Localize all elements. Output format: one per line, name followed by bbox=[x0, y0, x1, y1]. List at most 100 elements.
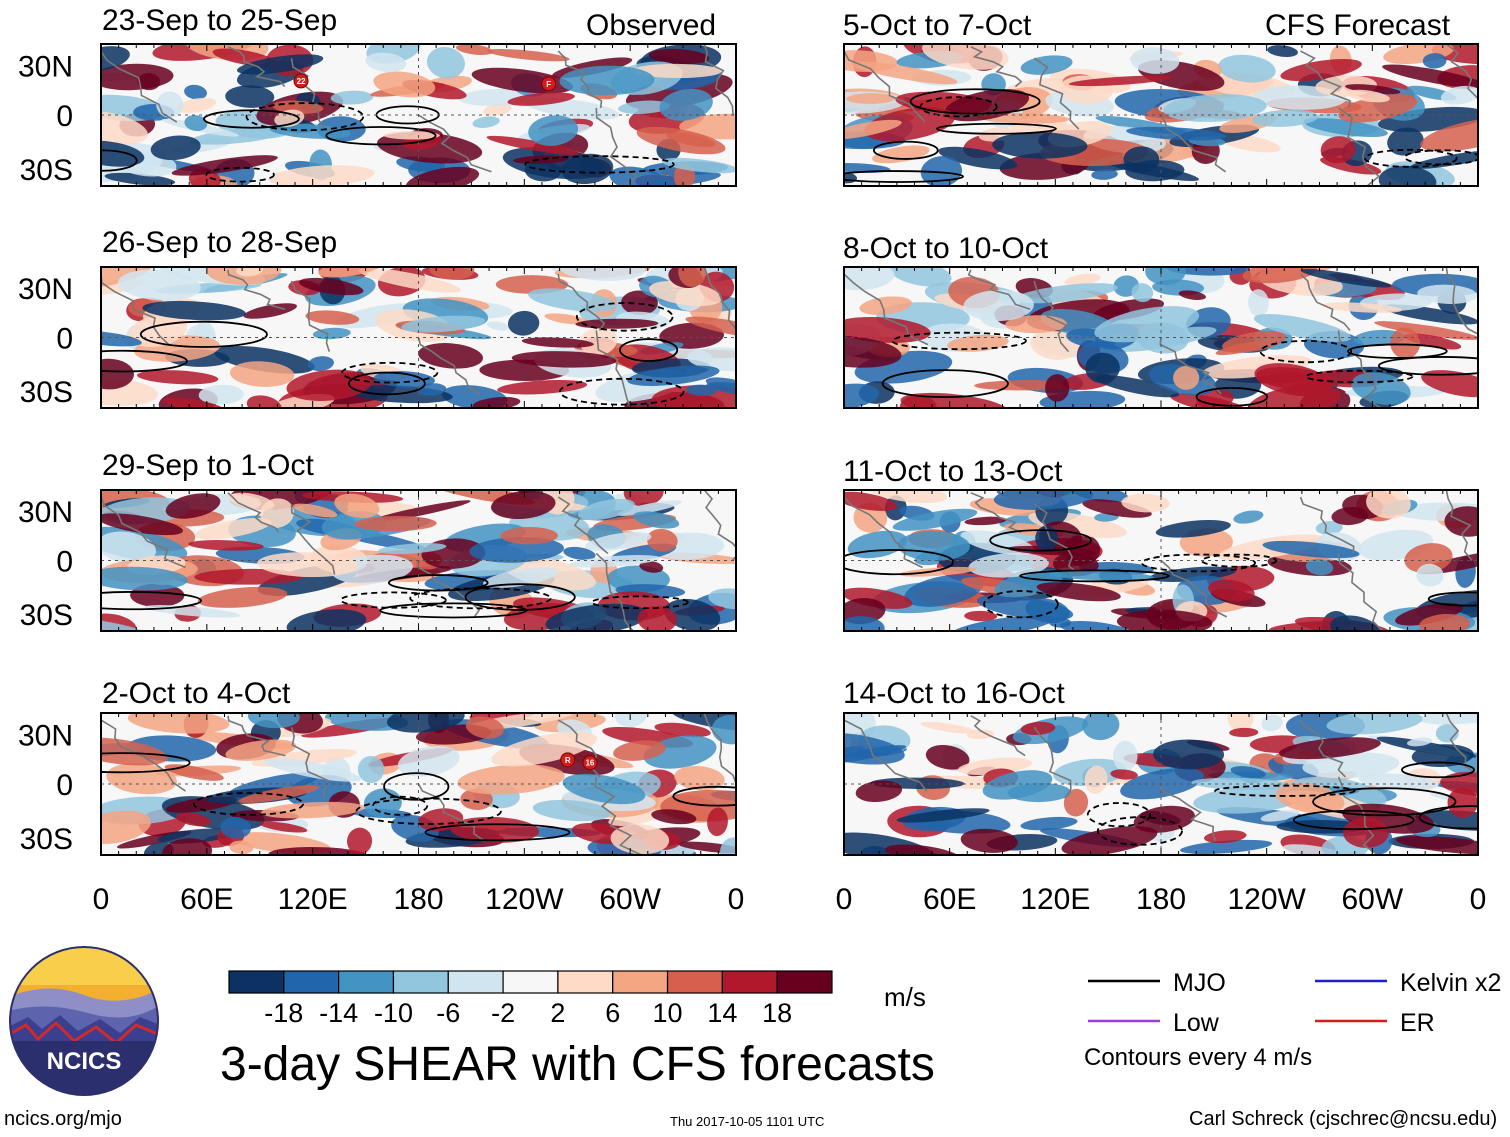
coastline bbox=[101, 273, 170, 346]
lon-tick-label: 120E bbox=[278, 883, 348, 916]
shear-anomaly-region bbox=[405, 166, 480, 186]
shear-anomaly-region bbox=[844, 383, 880, 408]
shear-anomaly-region bbox=[354, 516, 437, 532]
colorbar-tick-label: 6 bbox=[605, 998, 620, 1028]
shear-anomaly-region bbox=[1278, 737, 1381, 760]
coastline bbox=[417, 783, 485, 842]
shear-anomaly-region bbox=[1300, 269, 1392, 288]
coastline bbox=[417, 560, 481, 618]
coastline bbox=[1445, 267, 1478, 335]
shear-anomaly-region bbox=[844, 745, 907, 764]
shear-anomaly-region bbox=[633, 511, 680, 529]
shear-anomaly-region bbox=[892, 508, 978, 531]
mjo-contour bbox=[936, 122, 1057, 135]
shear-anomaly-region bbox=[1283, 844, 1347, 855]
shear-anomaly-region bbox=[844, 162, 891, 173]
mjo-contour bbox=[347, 371, 426, 396]
shear-anomaly-region bbox=[648, 48, 710, 65]
mjo-contour bbox=[1019, 569, 1170, 583]
shear-anomaly-region bbox=[1444, 506, 1478, 537]
coastline bbox=[970, 492, 1022, 534]
shear-anomaly-region bbox=[324, 713, 409, 731]
lat-tick-label: 0 bbox=[56, 546, 73, 579]
coastline bbox=[1445, 44, 1478, 101]
shear-anomaly-region bbox=[101, 267, 153, 290]
shear-anomaly-region bbox=[1063, 788, 1089, 817]
shear-anomaly-region bbox=[659, 88, 713, 121]
shear-anomaly-region bbox=[137, 370, 219, 385]
shear-anomaly-region bbox=[964, 516, 1007, 526]
mjo-contour bbox=[1418, 805, 1478, 830]
shear-anomaly-region bbox=[508, 310, 540, 336]
shear-anomaly-region bbox=[1366, 490, 1411, 519]
coastline bbox=[595, 552, 634, 631]
shear-anomaly-region bbox=[357, 755, 385, 784]
mjo-contour bbox=[619, 338, 679, 362]
shear-anomaly-region bbox=[101, 531, 157, 564]
shear-anomaly-region bbox=[1447, 787, 1478, 818]
shear-anomaly-region bbox=[156, 91, 184, 118]
mjo-contour bbox=[881, 369, 1009, 398]
panel-title-obs-1: 23-Sep to 25-Sep bbox=[102, 4, 338, 37]
shear-anomaly-region bbox=[1227, 713, 1254, 733]
coastline bbox=[1160, 559, 1228, 618]
shear-anomaly-region bbox=[1305, 558, 1334, 576]
shear-anomaly-region bbox=[957, 757, 1032, 776]
shear-anomaly-region bbox=[844, 832, 936, 855]
mjo-contour bbox=[575, 302, 674, 332]
storm-marker-label: 16 bbox=[585, 759, 594, 768]
shear-anomaly-region bbox=[1059, 620, 1130, 631]
coastline bbox=[1159, 337, 1222, 395]
coastline bbox=[1299, 496, 1355, 554]
mjo-contour bbox=[909, 88, 1041, 115]
colorbar-swatch bbox=[447, 970, 504, 994]
shear-anomaly-region bbox=[491, 490, 556, 519]
shear-anomaly-region bbox=[1178, 290, 1206, 300]
shear-anomaly-region bbox=[299, 277, 364, 296]
mjo-contour bbox=[1096, 816, 1183, 846]
shear-anomaly-region bbox=[966, 729, 994, 740]
shear-anomaly-region bbox=[150, 135, 201, 161]
shear-anomaly-region bbox=[617, 500, 682, 516]
contour-note: Contours every 4 m/s bbox=[1084, 1044, 1313, 1071]
shear-anomaly-region bbox=[194, 517, 272, 540]
lat-tick-label: 0 bbox=[56, 100, 73, 133]
shear-anomaly-region bbox=[101, 110, 148, 145]
coastline bbox=[844, 496, 923, 569]
shear-anomaly-region bbox=[1302, 752, 1400, 779]
shear-anomaly-region bbox=[608, 809, 661, 826]
shear-anomaly-region bbox=[486, 321, 510, 331]
shear-anomaly-region bbox=[1280, 58, 1362, 82]
shear-anomaly-region bbox=[162, 838, 213, 855]
coastline bbox=[101, 50, 178, 123]
colorbar-tick-label: -14 bbox=[319, 998, 358, 1028]
shear-anomaly-region bbox=[528, 288, 617, 312]
mjo-contour bbox=[372, 795, 429, 816]
shear-anomaly-region bbox=[472, 116, 500, 128]
mjo-contour bbox=[1401, 761, 1475, 779]
coastline bbox=[1033, 503, 1080, 576]
shear-anomaly-region bbox=[214, 345, 315, 374]
shear-anomaly-region bbox=[1120, 767, 1205, 800]
mjo-contour bbox=[844, 170, 964, 183]
map-panel-obs-1: 22 F bbox=[100, 43, 737, 187]
coastline bbox=[1299, 273, 1351, 331]
shear-anomaly-region bbox=[1095, 375, 1180, 398]
shear-anomaly-region bbox=[963, 289, 1034, 322]
shear-anomaly-region bbox=[397, 745, 460, 777]
coastline bbox=[970, 715, 1026, 757]
shear-anomaly-region bbox=[1121, 493, 1170, 513]
shear-anomaly-region bbox=[305, 310, 360, 325]
shear-anomaly-region bbox=[545, 603, 648, 631]
lat-tick-label: 30S bbox=[20, 154, 73, 187]
shear-anomaly-region bbox=[618, 100, 671, 115]
figure-title: 3-day SHEAR with CFS forecasts bbox=[220, 1038, 935, 1091]
lon-tick-label: 180 bbox=[393, 883, 443, 916]
shear-anomaly-region bbox=[707, 807, 728, 837]
shear-anomaly-region bbox=[101, 358, 134, 390]
storm-marker-label: F bbox=[546, 80, 551, 89]
coastline bbox=[1445, 490, 1473, 562]
mjo-contour bbox=[872, 140, 939, 160]
colorbar-tick-label: 18 bbox=[762, 998, 792, 1028]
shear-anomaly-region bbox=[614, 713, 647, 728]
